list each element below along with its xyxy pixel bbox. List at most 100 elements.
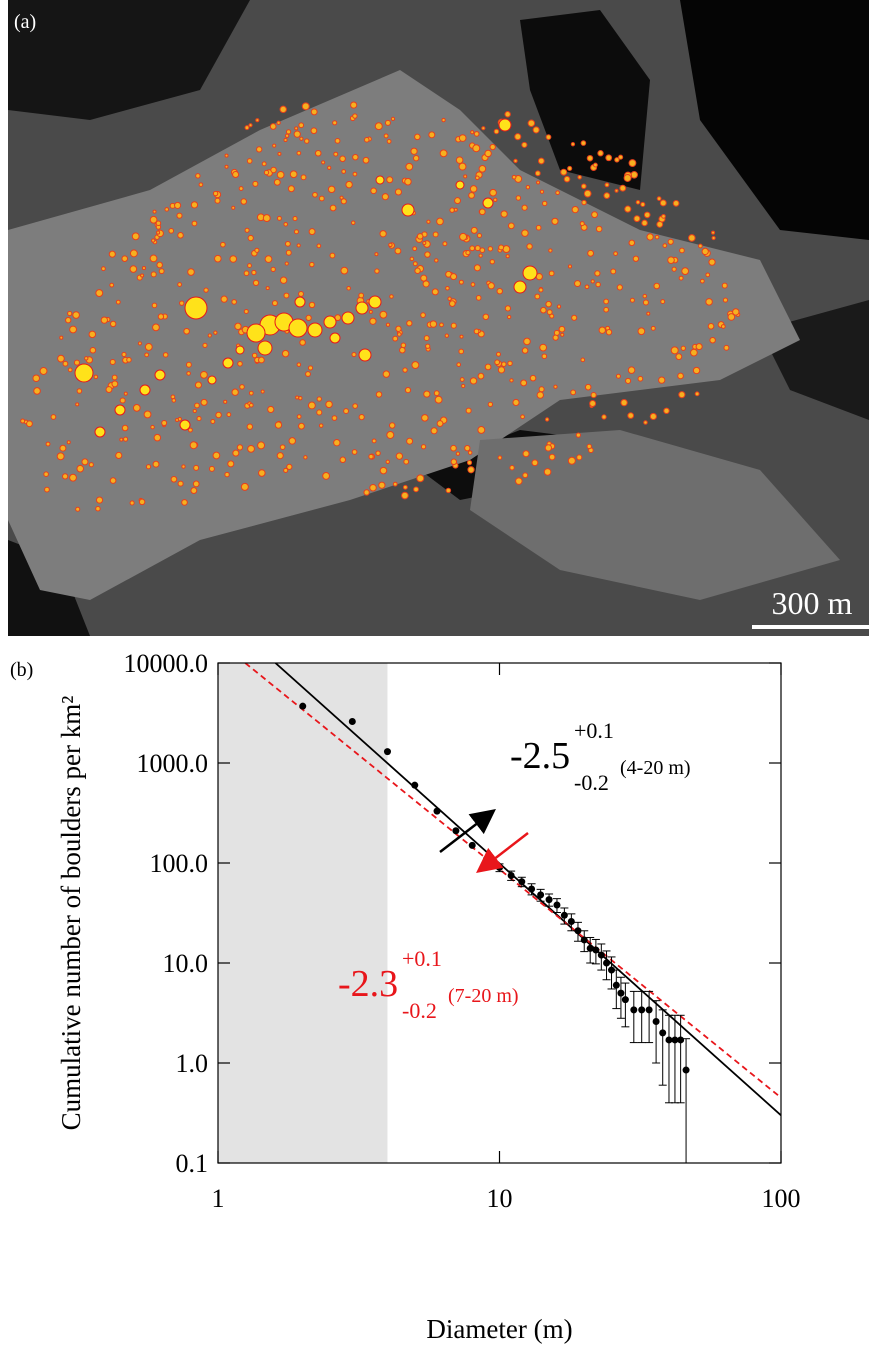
boulder <box>200 370 208 379</box>
boulder <box>312 191 318 198</box>
boulder <box>423 390 431 398</box>
boulder <box>334 314 342 322</box>
boulder <box>700 278 705 284</box>
boulder <box>177 282 183 287</box>
boulder <box>580 140 587 146</box>
boulder <box>368 309 373 314</box>
boulder <box>316 396 322 402</box>
boulder <box>586 154 594 162</box>
boulder <box>536 391 544 399</box>
boulder <box>248 390 254 396</box>
boulder <box>576 454 583 461</box>
data-point <box>383 748 391 756</box>
boulder <box>265 286 270 291</box>
boulder <box>212 451 221 460</box>
boulder <box>399 346 406 354</box>
boulder <box>574 280 582 288</box>
boulder <box>589 400 597 408</box>
boulder <box>243 308 249 314</box>
boulder <box>114 404 126 416</box>
boulder <box>723 344 730 351</box>
boulder <box>646 311 651 316</box>
boulder <box>469 185 478 193</box>
boulder <box>615 373 621 379</box>
boulder <box>331 415 338 421</box>
boulder <box>203 287 209 293</box>
boulder <box>671 266 677 272</box>
boulder <box>447 296 452 301</box>
boulder <box>470 282 476 287</box>
boulder <box>428 131 436 139</box>
boulder <box>635 199 641 205</box>
data-point <box>468 841 476 849</box>
boulder <box>111 374 118 381</box>
boulder <box>76 464 85 473</box>
boulder <box>75 402 80 407</box>
boulder <box>538 386 545 393</box>
boulder <box>505 254 510 259</box>
boulder <box>450 458 458 466</box>
fit-range: (7-20 m) <box>448 985 519 1007</box>
boulder <box>285 129 292 135</box>
annotation-arrow <box>476 832 529 874</box>
boulder <box>271 300 278 307</box>
boulder <box>62 473 69 480</box>
boulder <box>595 225 603 233</box>
boulder <box>191 220 198 227</box>
boulder <box>155 220 162 226</box>
boulder <box>556 304 562 309</box>
boulder <box>507 360 513 367</box>
data-point <box>411 781 419 789</box>
boulder <box>394 188 402 196</box>
boulder <box>314 149 322 157</box>
boulder <box>484 149 492 158</box>
boulder <box>152 323 160 332</box>
boulder <box>613 251 618 256</box>
boulder <box>220 241 226 248</box>
boulder <box>73 359 80 366</box>
boulder <box>341 311 355 325</box>
boulder <box>580 357 586 363</box>
boulder <box>610 268 617 275</box>
boulder <box>162 352 169 358</box>
boulder <box>257 356 265 364</box>
boulder <box>286 463 293 471</box>
boulder <box>523 337 531 346</box>
boulder <box>119 397 126 404</box>
boulder <box>527 119 536 127</box>
boulder <box>709 336 716 344</box>
boulder <box>584 284 590 290</box>
boulder <box>243 270 250 277</box>
boulder <box>295 395 300 400</box>
boulder <box>434 258 439 263</box>
boulder <box>281 349 290 358</box>
boulder <box>478 253 483 258</box>
boulder <box>623 173 632 182</box>
boulder <box>72 311 80 319</box>
y-tick-label: 1.0 <box>176 1049 209 1078</box>
boulder <box>701 247 709 256</box>
boulder <box>198 182 204 187</box>
boulder <box>207 333 212 338</box>
boulder <box>597 150 604 157</box>
boulder <box>521 204 528 211</box>
boulder <box>625 377 632 384</box>
boulder <box>646 233 654 241</box>
boulder <box>692 366 701 375</box>
boulder <box>551 217 559 225</box>
boulder <box>69 325 77 334</box>
boulder <box>45 441 51 447</box>
boulder <box>458 279 464 285</box>
boulder <box>681 267 690 275</box>
boulder <box>56 452 65 461</box>
boulder <box>402 484 408 490</box>
boulder <box>350 101 358 109</box>
boulder <box>531 459 539 467</box>
boulder <box>416 474 425 483</box>
boulder <box>670 346 679 355</box>
data-point <box>608 966 616 974</box>
boulder <box>59 444 67 452</box>
boulder <box>459 377 465 382</box>
boulder <box>208 465 215 472</box>
boulder <box>150 424 155 430</box>
